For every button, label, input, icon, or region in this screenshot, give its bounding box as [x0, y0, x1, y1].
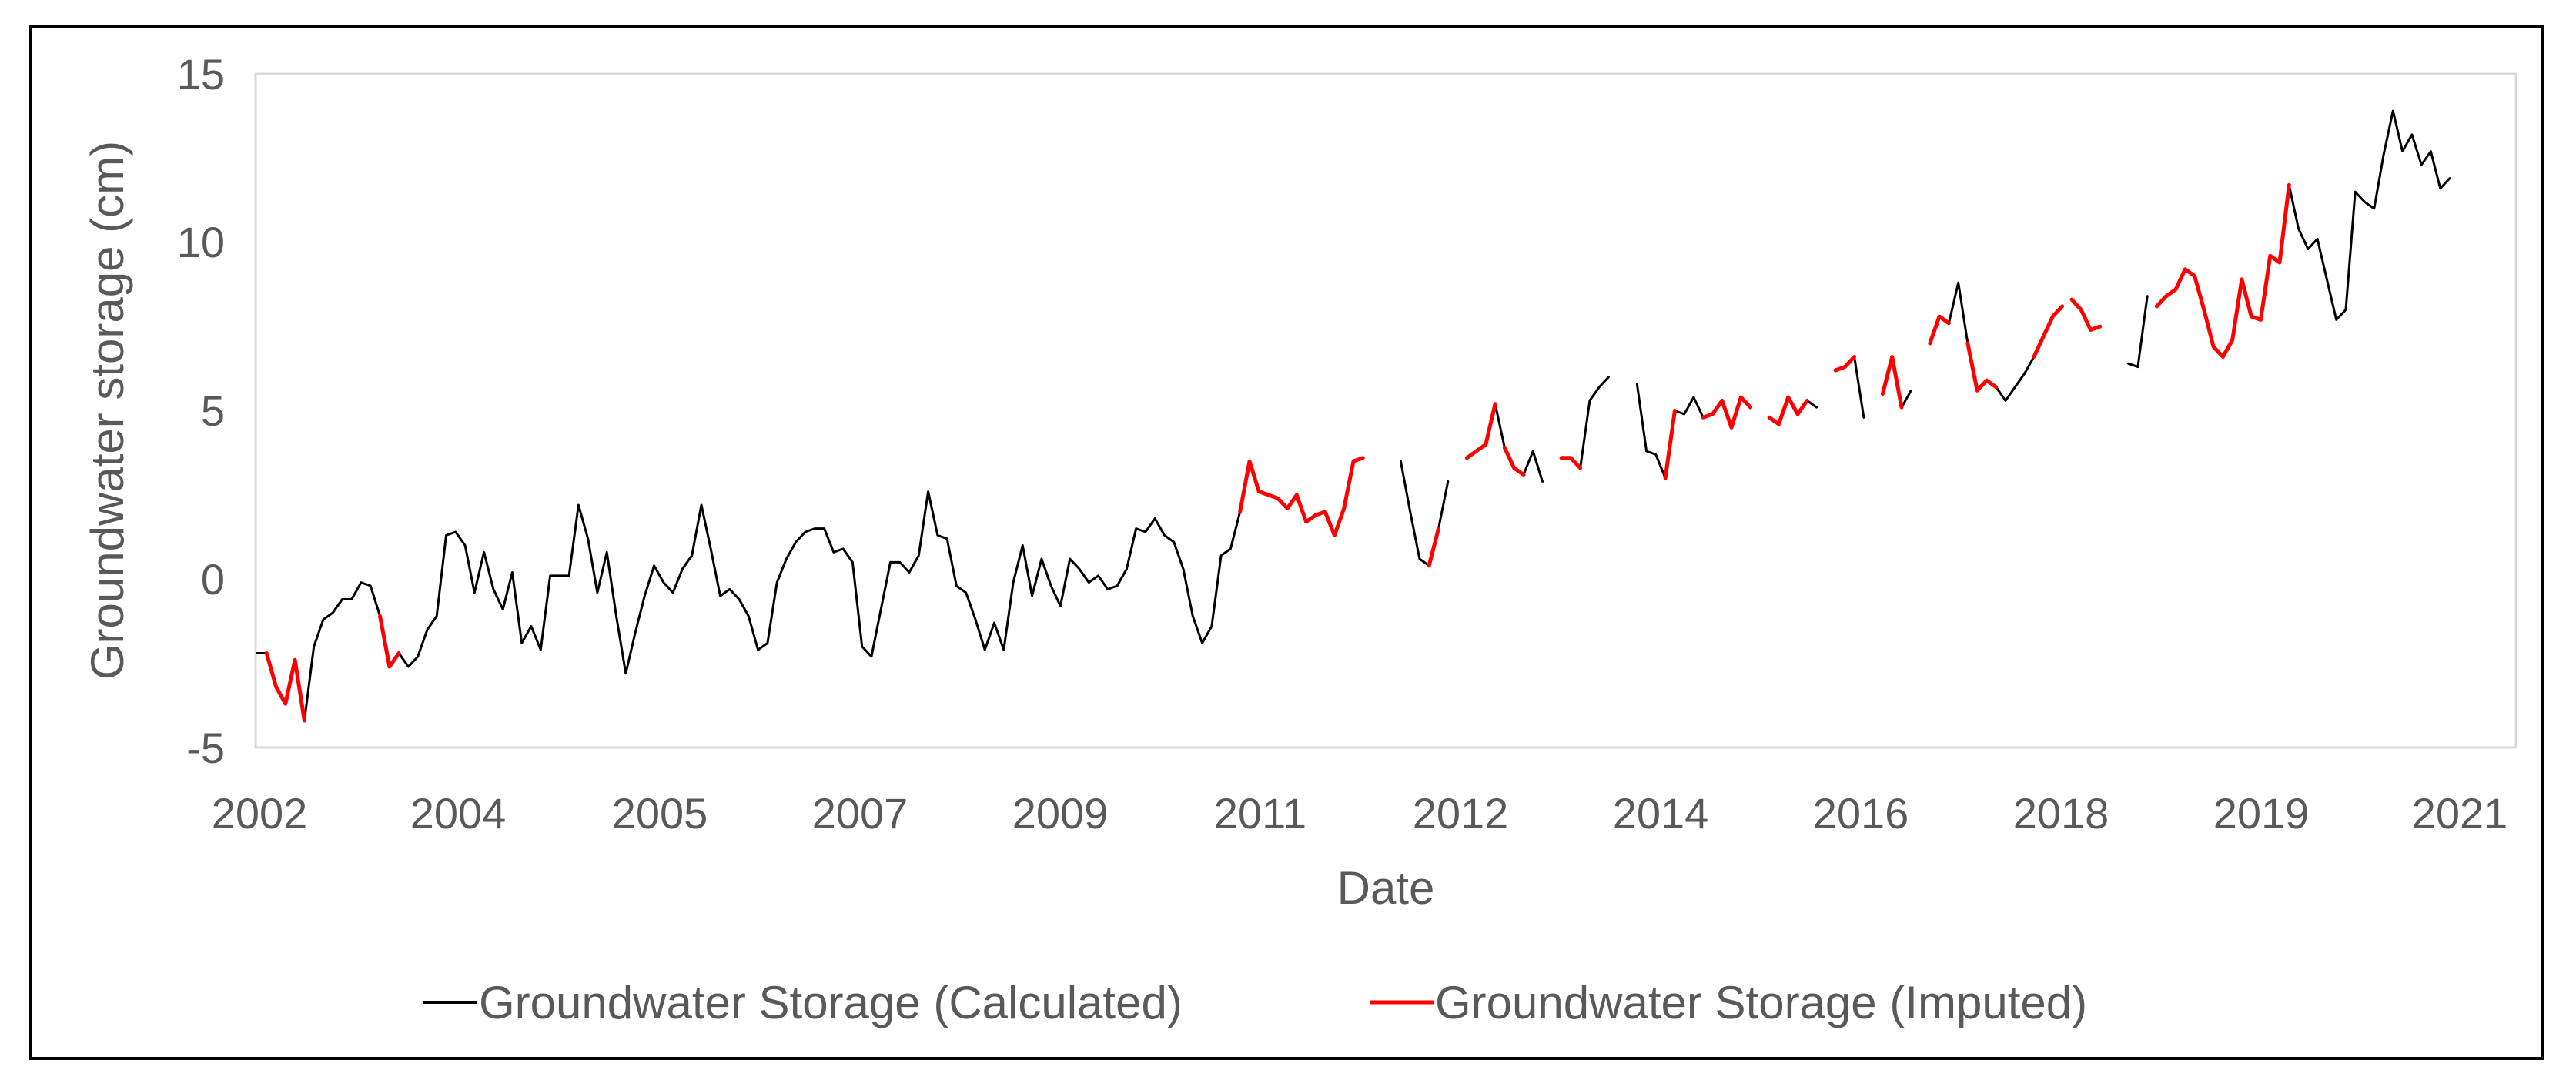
series-line-calculated	[1834, 356, 1865, 419]
series-line-imputed	[1833, 355, 1857, 373]
series-line-imputed	[264, 651, 306, 723]
x-tick-label: 2007	[812, 789, 908, 838]
legend-label-imputed: Groundwater Storage (Imputed)	[1435, 977, 2087, 1028]
x-tick-label: 2004	[410, 789, 507, 838]
x-tick-label: 2021	[2412, 789, 2508, 838]
x-tick-label: 2005	[612, 789, 708, 838]
series-layer	[256, 109, 2451, 723]
x-tick-label: 2019	[2213, 789, 2310, 838]
series-line-imputed	[1502, 446, 1526, 477]
y-tick-label: 15	[177, 50, 225, 99]
y-tick-label: -5	[186, 724, 225, 772]
chart-svg: 15 10 5 0 -5 2002 2004 2005 2007 2009 20…	[82, 50, 2517, 1028]
series-line-imputed	[1965, 341, 1999, 393]
x-tick-label: 2012	[1413, 789, 1509, 838]
series-line-calculated	[2127, 295, 2149, 369]
series-line-imputed	[1663, 409, 1677, 480]
x-tick-label: 2002	[212, 789, 308, 838]
x-axis-title: Date	[1337, 862, 1435, 914]
series-line-imputed	[1238, 456, 1365, 537]
series-line-calculated	[1399, 460, 1450, 567]
series-line-imputed	[1928, 314, 1951, 346]
x-tick-label: 2018	[2013, 789, 2109, 838]
series-line-imputed	[2154, 182, 2291, 359]
x-tick-label: 2016	[1813, 789, 1909, 838]
series-line-imputed	[1427, 527, 1440, 568]
y-tick-label: 0	[201, 555, 225, 604]
series-line-calculated	[1929, 281, 1969, 345]
x-axis-ticks: 2002 2004 2005 2007 2009 2011 2012 2014 …	[212, 789, 2508, 838]
x-tick-label: 2014	[1613, 789, 1709, 838]
y-axis-ticks: 15 10 5 0 -5	[177, 50, 225, 772]
x-tick-label: 2009	[1012, 789, 1109, 838]
y-axis-title: Groundwater storage (cm)	[82, 141, 133, 680]
plot-area	[254, 72, 2517, 749]
series-line-imputed	[2069, 297, 2103, 332]
series-line-calculated	[1635, 383, 1714, 480]
series-line-imputed	[2032, 304, 2065, 359]
series-line-imputed	[1559, 456, 1583, 470]
series-line-calculated	[2269, 109, 2451, 321]
legend-label-calculated: Groundwater Storage (Calculated)	[479, 977, 1183, 1028]
series-line-imputed	[1767, 395, 1809, 426]
series-line-imputed	[378, 614, 401, 669]
series-line-calculated	[397, 460, 1280, 675]
series-line-imputed	[1880, 355, 1904, 410]
y-tick-label: 5	[201, 386, 225, 435]
series-line-calculated	[1995, 356, 2036, 402]
chart-frame: 15 10 5 0 -5 2002 2004 2005 2007 2009 20…	[29, 25, 2544, 1060]
y-tick-label: 10	[177, 218, 225, 266]
series-line-calculated	[1522, 450, 1544, 483]
legend: Groundwater Storage (Calculated) Groundw…	[423, 977, 2087, 1028]
series-line-calculated	[303, 581, 382, 722]
series-line-imputed	[1701, 395, 1753, 430]
x-tick-label: 2011	[1214, 789, 1306, 838]
series-line-imputed	[1464, 402, 1497, 460]
series-line-calculated	[1494, 403, 1506, 450]
series-line-calculated	[1569, 376, 1610, 470]
